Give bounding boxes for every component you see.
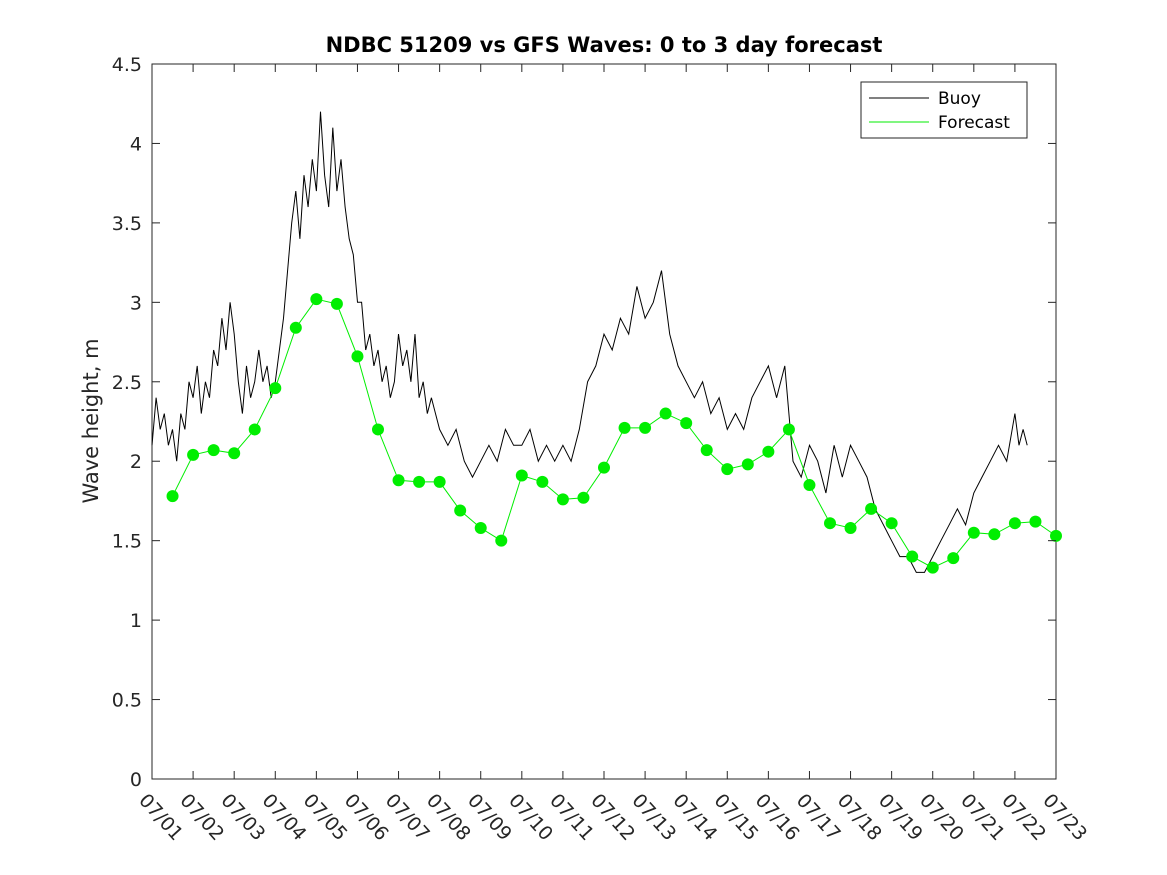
forecast-point bbox=[310, 293, 323, 306]
y-tick-label: 4 bbox=[130, 133, 142, 155]
series-line-buoy bbox=[151, 111, 1028, 573]
series-layer bbox=[151, 111, 1062, 574]
forecast-point bbox=[865, 502, 878, 515]
y-tick-label: 2 bbox=[130, 451, 142, 473]
forecast-point bbox=[1029, 515, 1042, 528]
x-tick-label: 07/01 bbox=[134, 790, 187, 845]
forecast-point bbox=[577, 491, 590, 504]
y-tick-label: 4.5 bbox=[112, 54, 142, 76]
x-tick-label: 07/03 bbox=[216, 790, 269, 845]
forecast-point bbox=[762, 445, 775, 458]
chart-title: NDBC 51209 vs GFS Waves: 0 to 3 day fore… bbox=[326, 33, 883, 57]
forecast-point bbox=[474, 521, 487, 534]
x-tick-label: 07/21 bbox=[956, 790, 1009, 845]
x-tick-label: 07/23 bbox=[1038, 790, 1091, 845]
x-tick-label: 07/15 bbox=[710, 790, 763, 845]
x-tick-label: 07/17 bbox=[792, 790, 845, 845]
forecast-point bbox=[289, 321, 302, 334]
forecast-point bbox=[392, 474, 405, 487]
x-tick-label: 07/02 bbox=[175, 790, 228, 845]
x-tick-label: 07/14 bbox=[668, 790, 721, 845]
forecast-point bbox=[495, 534, 508, 547]
forecast-point bbox=[248, 423, 261, 436]
forecast-point bbox=[741, 458, 754, 471]
forecast-point bbox=[680, 417, 693, 430]
y-tick-label: 1.5 bbox=[112, 531, 142, 553]
forecast-point bbox=[803, 479, 816, 492]
legend-box bbox=[860, 81, 1028, 139]
x-tick-label: 07/12 bbox=[586, 790, 639, 845]
forecast-point bbox=[351, 350, 364, 363]
y-tick-label: 2.5 bbox=[112, 372, 142, 394]
y-tick-label: 3 bbox=[130, 292, 142, 314]
y-tick-label: 0 bbox=[130, 769, 142, 791]
forecast-point bbox=[536, 475, 549, 488]
forecast-point bbox=[947, 552, 960, 565]
forecast-point bbox=[844, 521, 857, 534]
x-tick-label: 07/16 bbox=[751, 790, 804, 845]
forecast-point bbox=[207, 444, 220, 457]
forecast-point bbox=[433, 475, 446, 488]
forecast-point bbox=[721, 463, 734, 476]
forecast-point bbox=[556, 493, 569, 506]
forecast-point bbox=[1050, 529, 1062, 542]
x-tick-label: 07/07 bbox=[381, 790, 434, 845]
forecast-point bbox=[269, 382, 282, 395]
x-tick-label: 07/05 bbox=[299, 790, 352, 845]
forecast-point bbox=[782, 423, 795, 436]
x-tick-label: 07/08 bbox=[422, 790, 475, 845]
x-tick-label: 07/13 bbox=[627, 790, 680, 845]
forecast-point bbox=[1008, 517, 1021, 530]
legend-forecast-label: Forecast bbox=[938, 113, 1010, 133]
x-tick-label: 07/20 bbox=[915, 790, 968, 845]
forecast-point bbox=[618, 421, 631, 434]
x-tick-label: 07/22 bbox=[997, 790, 1050, 845]
forecast-point bbox=[454, 504, 467, 517]
forecast-point bbox=[659, 407, 672, 420]
forecast-point bbox=[824, 517, 836, 530]
forecast-point bbox=[639, 421, 652, 434]
legend: Buoy Forecast bbox=[860, 81, 1028, 139]
y-axis-label: Wave height, m bbox=[79, 338, 103, 503]
forecast-point bbox=[906, 550, 919, 563]
x-tick-label: 07/04 bbox=[258, 790, 311, 845]
x-tick-label: 07/19 bbox=[874, 790, 927, 845]
forecast-point bbox=[598, 461, 610, 474]
forecast-point bbox=[228, 447, 241, 460]
forecast-point bbox=[187, 448, 200, 461]
forecast-point bbox=[166, 490, 179, 503]
x-tick-label: 07/10 bbox=[504, 790, 557, 845]
axes-box bbox=[151, 63, 1057, 780]
forecast-point bbox=[926, 561, 939, 574]
y-tick-label: 1 bbox=[130, 610, 142, 632]
x-tick-label: 07/18 bbox=[833, 790, 886, 845]
y-tick-label: 0.5 bbox=[112, 690, 142, 712]
forecast-point bbox=[988, 528, 1001, 541]
x-tick-label: 07/11 bbox=[545, 790, 598, 845]
forecast-point bbox=[330, 297, 343, 310]
forecast-point bbox=[413, 475, 426, 488]
x-tick-label: 07/06 bbox=[340, 790, 393, 845]
forecast-point bbox=[515, 469, 528, 482]
forecast-point bbox=[885, 517, 898, 530]
x-tick-label: 07/09 bbox=[463, 790, 516, 845]
forecast-point bbox=[967, 526, 980, 539]
legend-buoy-label: Buoy bbox=[938, 89, 981, 109]
y-tick-label: 3.5 bbox=[112, 213, 142, 235]
plot-area: 0 0.5 1 1.5 2 2.5 3 3.5 4 4.5 07/0107/0207/0307/04… bbox=[112, 54, 1091, 845]
forecast-point bbox=[700, 444, 713, 457]
forecast-point bbox=[372, 423, 384, 436]
